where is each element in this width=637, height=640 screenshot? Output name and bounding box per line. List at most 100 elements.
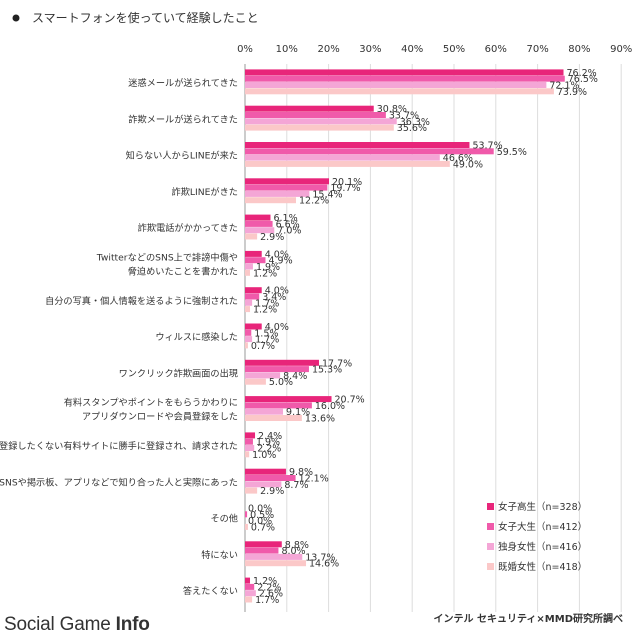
value-label: 15.3% [312,365,342,376]
x-tick-label: 40% [401,44,423,55]
value-label: 3.4% [262,292,286,303]
bar [245,468,286,475]
category-label: 詐欺LINEがきた [172,186,238,198]
site-logo: Social Game Info [4,614,150,636]
legend-swatch [487,563,494,570]
value-label: 20.1% [332,177,362,188]
bar [245,306,251,313]
bar [245,257,266,264]
bar [245,481,282,488]
bar [245,250,262,257]
value-label: 4.0% [265,322,289,333]
legend-swatch [487,543,494,550]
value-label: 49.0% [453,159,483,170]
category-labels: 迷惑メールが送られてきた詐欺メールが送られてきた知らない人からLINEが来た詐欺… [0,77,238,597]
category-label: 迷惑メールが送られてきた [128,77,238,89]
category-label: ウィルスに感染した [155,331,238,343]
value-label: 1.2% [253,576,277,587]
chart-title: スマートフォンを使っていて経験したこと [32,10,259,25]
bar [245,475,296,481]
bar [245,511,248,518]
x-tick-label: 70% [526,44,548,55]
bar [245,523,248,530]
category-label: 有料スタンプやポイントをもらうかわりに [64,397,238,409]
legend-label: 独身女性（n=416） [498,541,587,553]
category-label: 詐欺電話がかかってきた [138,222,238,234]
value-label: 6.1% [273,213,297,224]
category-label: 詐欺メールが送られてきた [128,113,238,125]
x-axis-ticks: 0% 10% 20% 30% 40% 50% 60% 70% 80% 90% [237,44,632,55]
value-label: 8.7% [284,480,308,491]
value-label: 36.3% [400,117,430,128]
bar [245,142,470,148]
x-tick-label: 30% [359,44,381,55]
x-tick-label: 80% [568,44,590,55]
value-label: 1.9% [256,262,280,273]
x-tick-label: 10% [276,44,298,55]
value-label: 16.0% [315,401,345,412]
value-label: 73.9% [557,87,587,98]
bar [245,560,307,567]
bar [245,118,397,125]
value-label: 76.5% [568,74,598,85]
value-label: 0.0% [248,504,272,515]
value-label: 1.7% [255,298,279,309]
bar [245,197,296,204]
bar [245,88,554,95]
value-label: 35.6% [397,123,427,134]
value-label: 59.5% [497,147,527,158]
bar [245,590,256,597]
category-label: SNSや掲示板、アプリなどで知り合った人と実際にあった [0,476,238,488]
bar [245,577,251,584]
value-label: 1.2% [253,305,277,316]
bar [245,105,374,112]
bar [245,112,386,118]
value-label: 1.2% [253,268,277,279]
value-label: 15.4% [312,189,342,200]
value-label: 9.1% [286,407,310,418]
value-label: 14.6% [309,559,339,570]
x-tick-label: 50% [443,44,465,55]
category-label: 脅迫めいたことを書かれた [128,266,238,278]
value-label: 2.2% [257,582,281,593]
legend-label: 既婚女性（n=418） [498,561,587,573]
bar [245,287,262,294]
legend-label: 女子高生（n=328） [498,501,587,513]
category-label: 特にない [201,549,238,561]
bar [245,184,328,191]
bar [245,553,303,560]
bar [245,154,440,161]
bar [245,263,253,270]
x-tick-label: 20% [317,44,339,55]
value-label: 2.4% [258,431,282,442]
category-label: 登録したくない有料サイトに勝手に登録され、請求された [0,440,238,452]
bar [245,547,279,554]
bar [245,75,565,82]
bar [245,415,302,421]
x-tick-label: 0% [237,44,253,55]
bar [245,487,258,494]
value-label: 0.7% [251,341,275,352]
bar [245,342,248,349]
category-label: その他 [210,513,238,525]
bar [245,372,281,379]
value-label: 76.2% [567,68,597,79]
source-credit: インテル セキュリティ×MMD研究所調べ [434,612,623,625]
category-label: 自分の写真・個人情報を送るように強制された [45,295,238,307]
bar [245,269,251,276]
bar [245,323,262,330]
value-label: 17.7% [322,358,352,369]
value-label: 2.6% [259,589,283,600]
value-label: 1.5% [254,328,278,339]
bar [245,336,253,343]
value-label: 4.0% [265,249,289,260]
value-label: 4.9% [268,256,292,267]
bar [245,378,266,385]
category-label: ワンクリック詐欺画面の出現 [119,367,238,379]
bar [245,160,450,167]
value-label: 5.0% [269,377,293,388]
value-label: 46.6% [443,153,473,164]
category-label: アプリダウンロードや会員登録をした [82,411,238,423]
value-label: 12.2% [299,196,329,207]
bar [245,366,309,373]
